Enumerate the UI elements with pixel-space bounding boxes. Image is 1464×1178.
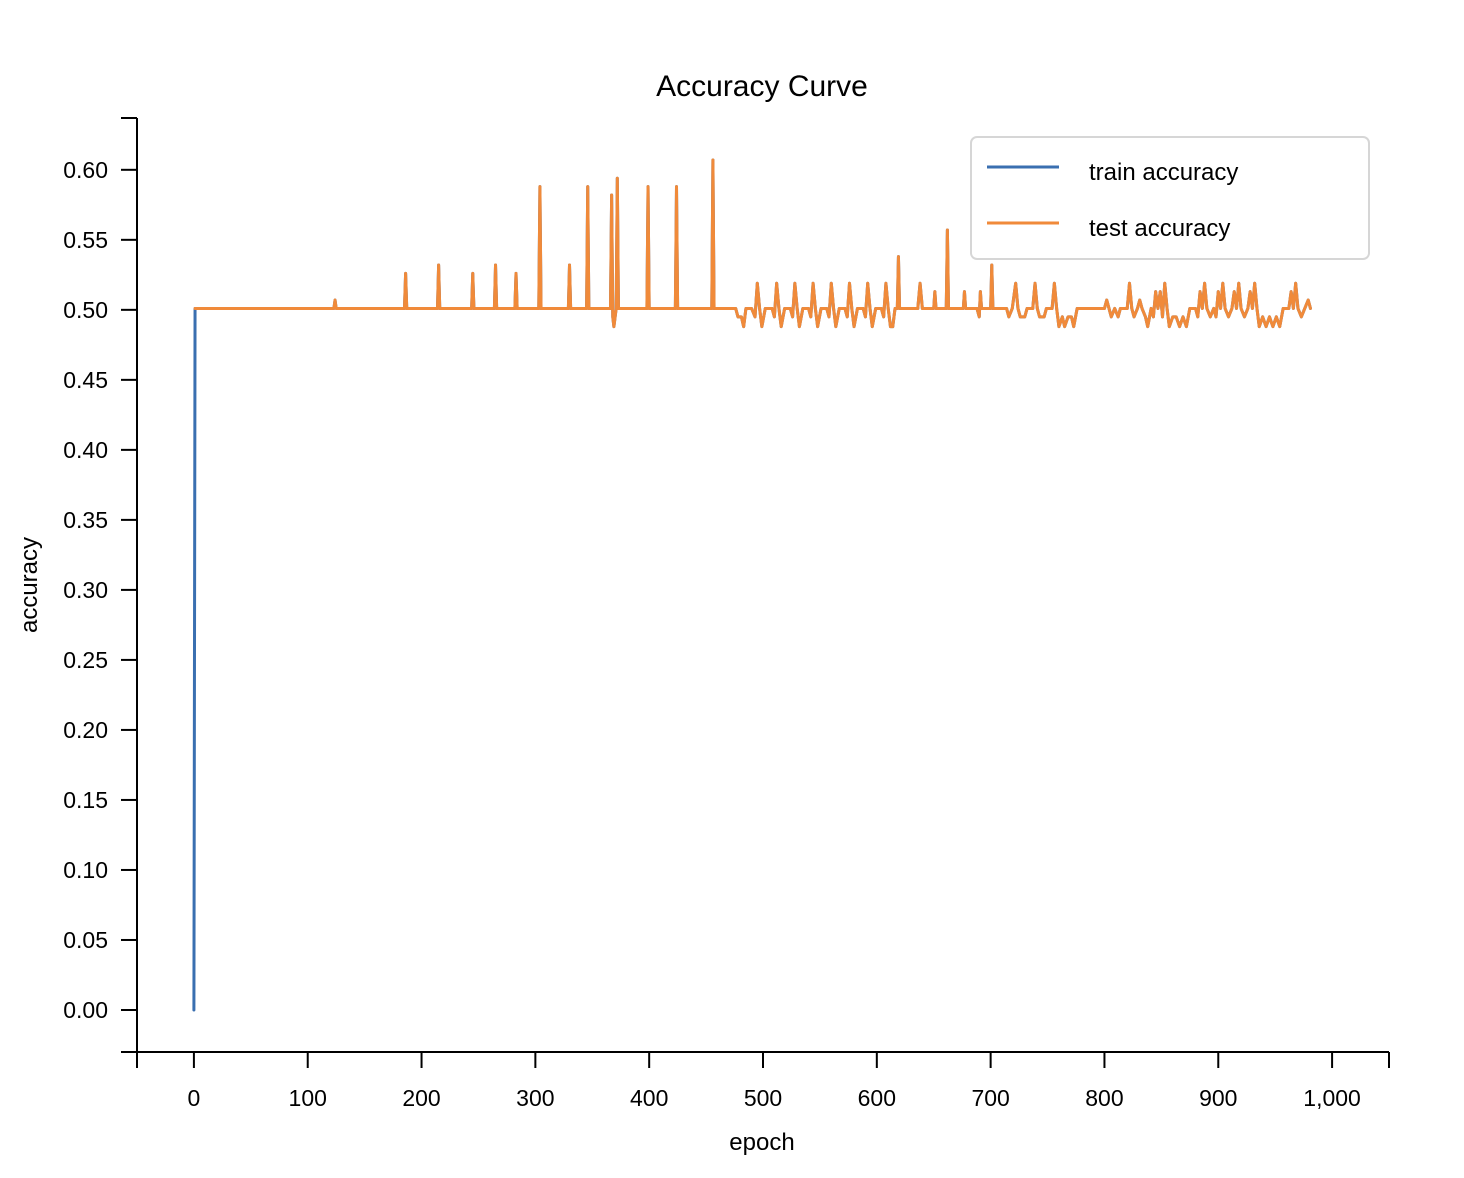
x-tick-label: 700: [971, 1085, 1009, 1111]
y-tick-label: 0.20: [63, 717, 108, 743]
x-axis-label: epoch: [729, 1129, 794, 1156]
x-tick-label: 300: [516, 1085, 554, 1111]
y-tick-label: 0.00: [63, 997, 108, 1023]
y-tick-label: 0.10: [63, 857, 108, 883]
y-tick-label: 0.50: [63, 297, 108, 323]
legend-train-label: train accuracy: [1089, 159, 1238, 186]
chart-title: Accuracy Curve: [656, 70, 868, 103]
x-tick-label: 0: [188, 1085, 201, 1111]
x-tick-label: 500: [744, 1085, 782, 1111]
y-tick-label: 0.60: [63, 157, 108, 183]
y-tick-label: 0.25: [63, 647, 108, 673]
x-tick-label: 1,000: [1303, 1085, 1361, 1111]
x-tick-label: 200: [402, 1085, 440, 1111]
test-accuracy-line: [193, 158, 1312, 329]
y-axis-label: accuracy: [16, 537, 43, 633]
legend-test-label: test accuracy: [1089, 215, 1230, 242]
x-tick-label: 600: [858, 1085, 896, 1111]
x-tick-label: 100: [289, 1085, 327, 1111]
y-ticks: 0.00 0.05 0.10 0.15 0.20 0.25 0.30 0.35 0.40 0.45…: [63, 117, 137, 1053]
y-tick-label: 0.40: [63, 437, 108, 463]
y-tick-label: 0.05: [63, 927, 108, 953]
y-tick-label: 0.45: [63, 367, 108, 393]
x-ticks: 0 100 200 300 400 500 600 700 800 900 1,000: [136, 1052, 1390, 1111]
x-tick-label: 400: [630, 1085, 668, 1111]
y-tick-label: 0.35: [63, 507, 108, 533]
legend-box: [970, 136, 1370, 260]
axes: 0.00 0.05 0.10 0.15 0.20 0.25 0.30 0.35 0.40 0.45…: [63, 117, 1390, 1111]
x-tick-label: 900: [1199, 1085, 1237, 1111]
y-tick-label: 0.55: [63, 227, 108, 253]
y-tick-label: 0.15: [63, 787, 108, 813]
y-tick-label: 0.30: [63, 577, 108, 603]
series-layer: [192, 158, 1312, 1012]
x-tick-label: 800: [1085, 1085, 1123, 1111]
train-accuracy-line: [192, 158, 1312, 1012]
legend: train accuracy test accuracy: [970, 136, 1370, 260]
